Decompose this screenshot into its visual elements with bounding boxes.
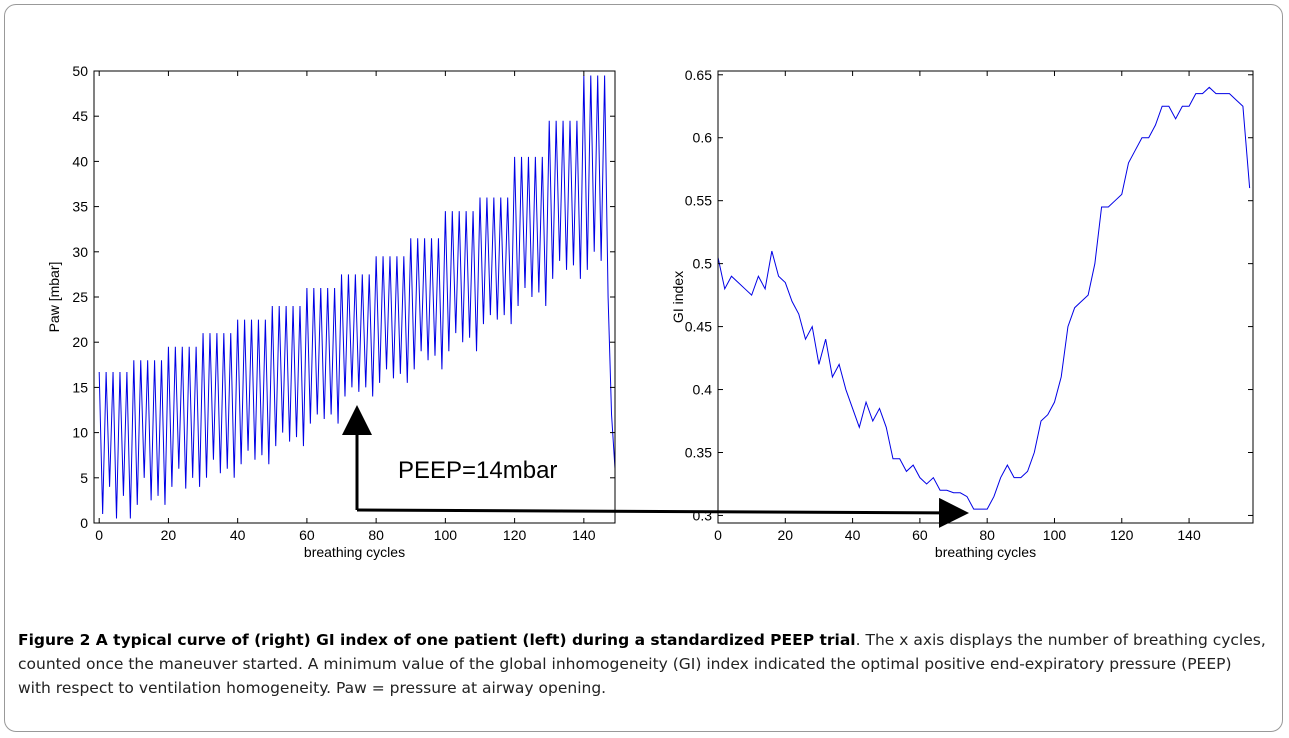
x-tick-label: 140 bbox=[572, 527, 596, 543]
y-tick-label: 5 bbox=[80, 470, 88, 486]
x-tick-label: 120 bbox=[503, 527, 527, 543]
y-tick-label: 45 bbox=[72, 108, 88, 124]
figure-frame bbox=[4, 4, 1283, 732]
y-tick-label: 30 bbox=[72, 244, 88, 260]
y-tick-label: 0.45 bbox=[685, 319, 712, 335]
x-tick-label: 100 bbox=[434, 527, 458, 543]
y-tick-label: 50 bbox=[72, 63, 88, 79]
y-tick-label: 0.4 bbox=[693, 382, 713, 398]
x-tick-label: 120 bbox=[1110, 527, 1134, 543]
y-axis-label: Paw [mbar] bbox=[46, 262, 62, 333]
y-tick-label: 40 bbox=[72, 153, 88, 169]
x-tick-label: 0 bbox=[714, 527, 722, 543]
y-axis-label: GI index bbox=[670, 271, 686, 323]
x-tick-label: 80 bbox=[979, 527, 995, 543]
y-tick-label: 35 bbox=[72, 199, 88, 215]
y-tick-label: 0.5 bbox=[693, 256, 713, 272]
y-tick-label: 0.3 bbox=[693, 507, 713, 523]
x-tick-label: 20 bbox=[778, 527, 794, 543]
y-tick-label: 15 bbox=[72, 379, 88, 395]
x-tick-label: 40 bbox=[230, 527, 246, 543]
x-axis-label: breathing cycles bbox=[935, 544, 1036, 560]
x-tick-label: 140 bbox=[1177, 527, 1201, 543]
y-tick-label: 0.65 bbox=[685, 67, 712, 83]
caption: Figure 2 A typical curve of (right) GI i… bbox=[18, 628, 1268, 700]
y-tick-label: 25 bbox=[72, 289, 88, 305]
x-tick-label: 40 bbox=[845, 527, 861, 543]
data-line bbox=[98, 75, 616, 519]
arrow bbox=[356, 497, 969, 528]
x-tick-label: 100 bbox=[1043, 527, 1067, 543]
axes-box bbox=[717, 70, 1254, 524]
x-tick-label: 80 bbox=[368, 527, 384, 543]
x-tick-label: 0 bbox=[95, 527, 103, 543]
x-axis-label: breathing cycles bbox=[304, 544, 405, 560]
y-tick-label: 0.35 bbox=[685, 444, 712, 460]
data-line bbox=[717, 86, 1251, 510]
y-tick-label: 0.6 bbox=[693, 130, 713, 146]
y-tick-label: 10 bbox=[72, 425, 88, 441]
x-tick-label: 60 bbox=[299, 527, 315, 543]
x-tick-label: 60 bbox=[912, 527, 928, 543]
caption-title: Figure 2 A typical curve of (right) GI i… bbox=[18, 631, 856, 649]
x-tick-label: 20 bbox=[161, 527, 177, 543]
annotation: PEEP=14mbar bbox=[398, 457, 557, 484]
y-tick-label: 20 bbox=[72, 334, 88, 350]
caption-text: . The x axis displays the number of brea… bbox=[18, 631, 1266, 697]
y-tick-label: 0.55 bbox=[685, 193, 712, 209]
y-tick-label: 0 bbox=[80, 515, 88, 531]
